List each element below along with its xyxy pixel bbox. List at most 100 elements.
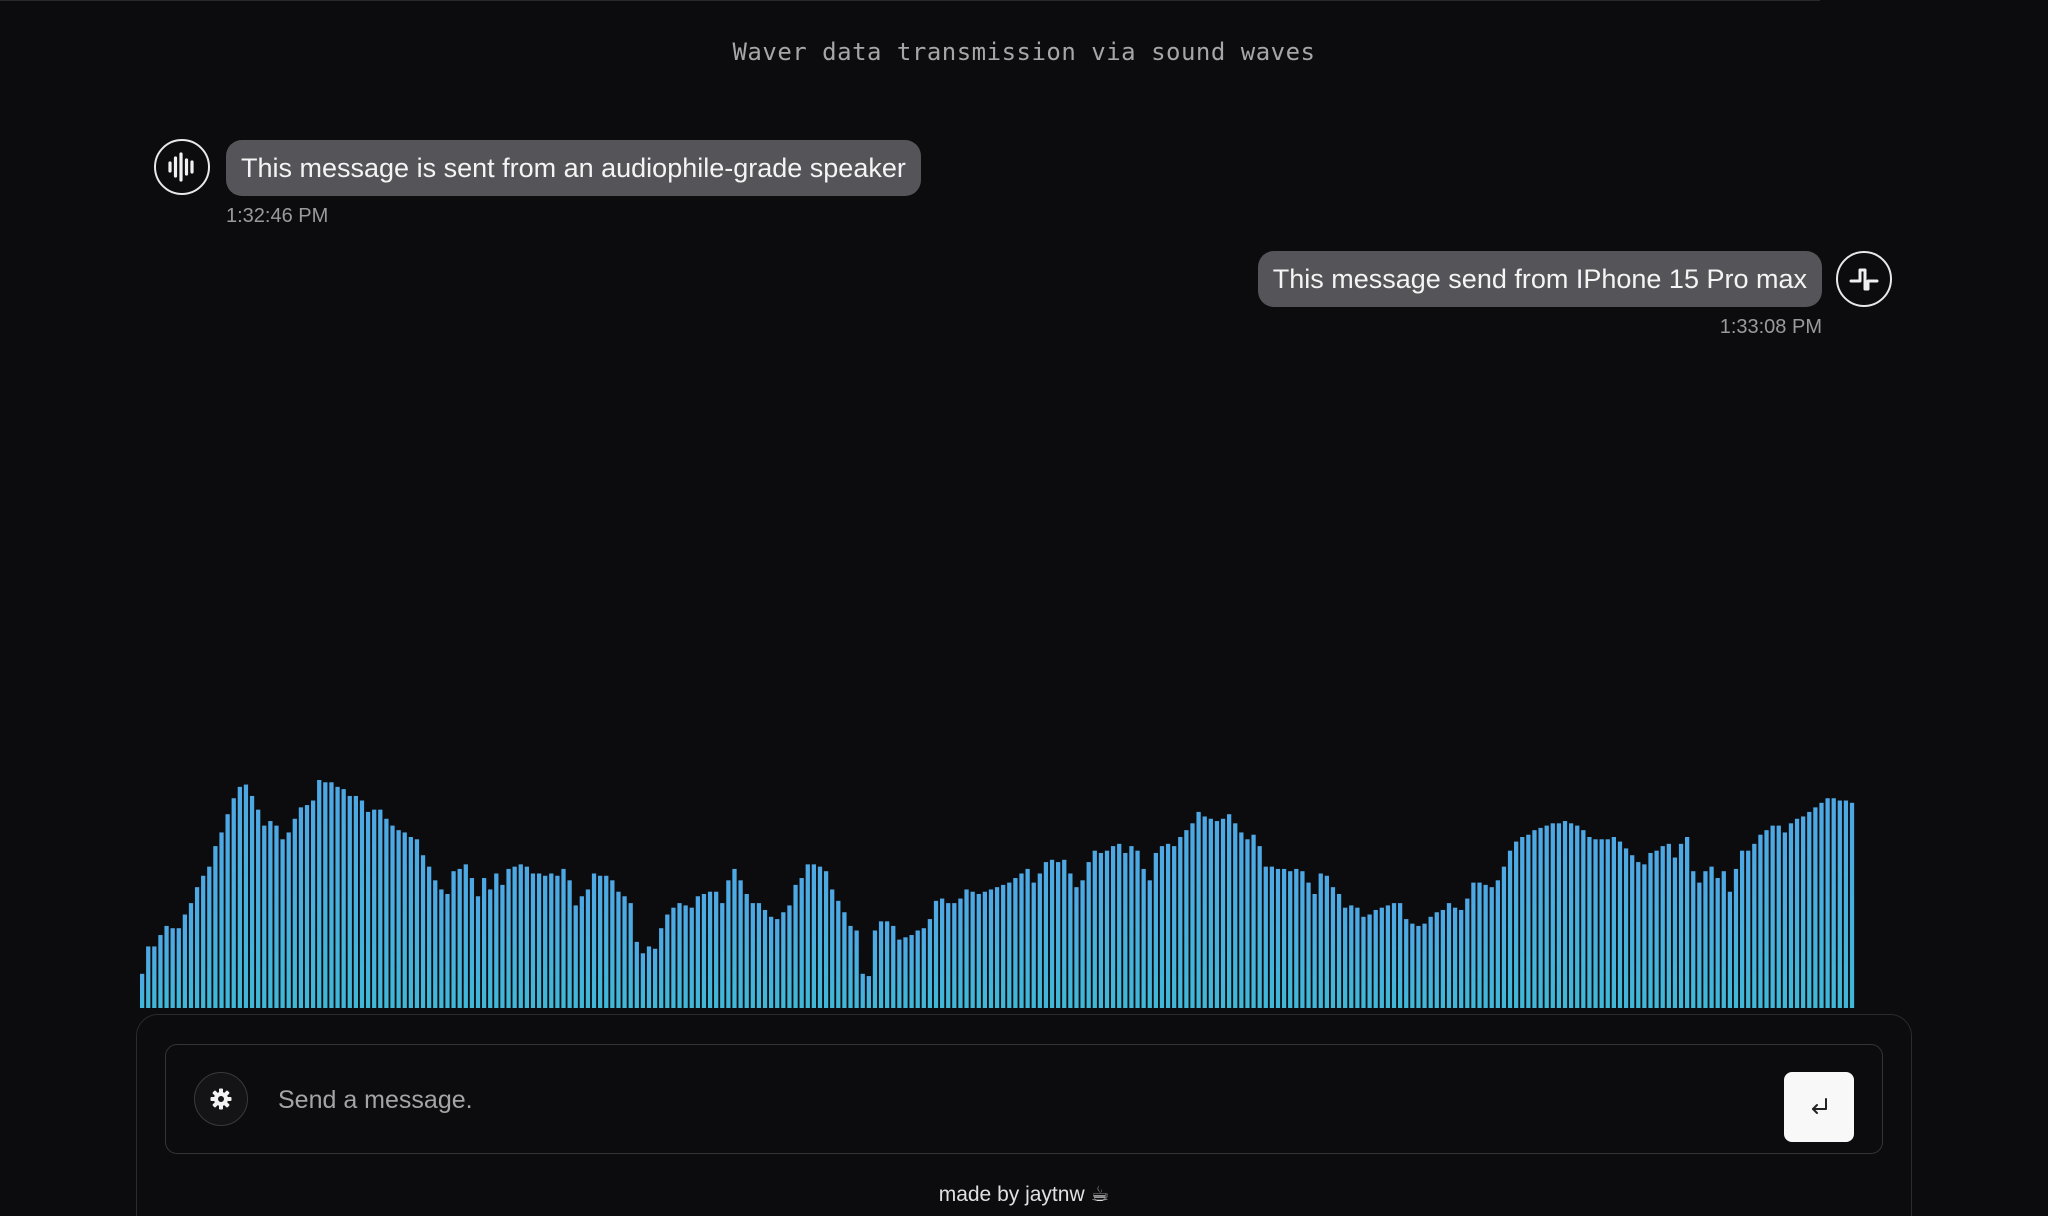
waveform-bar	[1019, 873, 1024, 1008]
waveform-bar	[268, 821, 273, 1008]
waveform-bar	[1269, 866, 1275, 1008]
waveform-bar	[830, 889, 835, 1008]
waveform-bar	[1404, 919, 1409, 1008]
waveform-bar	[1630, 855, 1635, 1008]
waveform-bar	[1685, 837, 1690, 1008]
waveform-bar	[170, 928, 175, 1008]
waveform-bar	[1568, 823, 1574, 1008]
waveform-bar	[500, 884, 505, 1008]
waveform-bar	[1623, 848, 1629, 1008]
waveform-bar	[408, 837, 413, 1008]
waveform-bar	[445, 894, 450, 1008]
waveform-bar	[524, 866, 529, 1008]
waveform-bar	[781, 912, 786, 1008]
waveform-bar	[310, 800, 316, 1008]
sender-avatar	[154, 139, 210, 195]
waveform-bar	[744, 894, 749, 1008]
waveform-bar	[286, 832, 291, 1008]
waveform-bar	[1147, 880, 1152, 1008]
waveform-bar	[292, 818, 297, 1008]
waveform-bar	[243, 784, 249, 1008]
waveform-bar	[488, 889, 493, 1008]
waveform-bar	[1599, 839, 1604, 1008]
waveform-bar	[1733, 868, 1739, 1008]
waveform-bar	[933, 900, 939, 1008]
waveform-bar	[1459, 909, 1464, 1008]
waveform-bar	[897, 939, 902, 1008]
waveform-bar	[665, 914, 670, 1008]
waveform-bar	[1349, 905, 1354, 1008]
waveform-bar	[1251, 834, 1256, 1008]
waveform-bar	[939, 898, 945, 1008]
waveform-bar	[1367, 914, 1372, 1008]
waveform-bar	[1514, 841, 1519, 1008]
waveform-bar	[1617, 841, 1623, 1008]
waveform-bar	[964, 889, 969, 1008]
settings-button[interactable]	[194, 1072, 248, 1126]
waveform-bar	[659, 928, 664, 1008]
waveform-bar	[194, 887, 200, 1008]
waveform-bar	[414, 839, 420, 1008]
waveform-bar	[1801, 816, 1806, 1008]
waveform-bar	[1721, 871, 1726, 1008]
message-input[interactable]	[276, 1076, 1760, 1124]
waveform-bar	[994, 887, 1000, 1008]
waveform-bar	[1343, 907, 1348, 1008]
waveform-bar	[1190, 823, 1195, 1008]
waveform-bar	[891, 925, 896, 1008]
waveform-bar	[347, 795, 352, 1008]
audio-visualizer	[140, 780, 1856, 1008]
waveform-bar	[1214, 821, 1220, 1008]
waveform-bar	[1654, 850, 1659, 1008]
waveform-bar	[341, 789, 346, 1008]
waveform-bar	[1776, 825, 1781, 1008]
waveform-bar	[1831, 798, 1836, 1008]
waveform-bar	[1471, 882, 1476, 1008]
waveform-bar	[1220, 818, 1226, 1008]
waveform-bar	[1355, 907, 1360, 1008]
waveform-bar	[1483, 884, 1488, 1008]
waveform-bar	[1178, 837, 1183, 1008]
waveform-bar	[353, 795, 359, 1008]
message-bubble: This message send from IPhone 15 Pro max	[1257, 251, 1822, 307]
waveform-bar	[616, 891, 621, 1008]
waveform-bar	[1245, 839, 1250, 1008]
waveform-bar	[909, 935, 914, 1008]
waveform-bar	[1184, 830, 1189, 1008]
waveform-bar	[372, 809, 377, 1008]
waveform-bar	[634, 941, 639, 1008]
waveform-bar	[402, 832, 407, 1008]
waveform-bar	[1068, 873, 1073, 1008]
waveform-bar	[1489, 887, 1494, 1008]
waveform-bar	[420, 855, 426, 1008]
waveform-bar	[1129, 846, 1134, 1008]
waveform-bar	[1739, 850, 1745, 1008]
waveform-bar	[1495, 880, 1500, 1008]
waveform-bar	[1452, 907, 1458, 1008]
waveform-bar	[1434, 912, 1439, 1008]
waveform-bar	[494, 873, 499, 1008]
waveform-bar	[451, 871, 456, 1008]
waveform-bar	[1031, 882, 1036, 1008]
waveform-bar	[1416, 925, 1421, 1008]
waveform-bar	[1849, 802, 1855, 1008]
waveform-bar	[598, 875, 603, 1008]
waveform-bar	[1562, 821, 1568, 1008]
waveform-bar	[427, 866, 432, 1008]
waveform-bar	[1080, 880, 1085, 1008]
gear-icon	[210, 1088, 232, 1110]
waveform-bar	[1507, 850, 1513, 1008]
waveform-bar	[543, 875, 548, 1008]
waveform-bar	[707, 891, 713, 1008]
waveform-bar	[335, 786, 340, 1008]
waveform-bar	[976, 894, 981, 1008]
waveform-bar	[927, 919, 933, 1008]
waveform-bar	[1788, 823, 1794, 1008]
waveform-bar	[1239, 832, 1244, 1008]
send-button[interactable]	[1784, 1072, 1854, 1142]
waveform-bar	[378, 809, 383, 1008]
waveform-bar	[1587, 837, 1592, 1008]
waveform-bar	[573, 905, 578, 1008]
waveform-bar	[1275, 868, 1281, 1008]
waveform-bar	[1825, 798, 1830, 1008]
